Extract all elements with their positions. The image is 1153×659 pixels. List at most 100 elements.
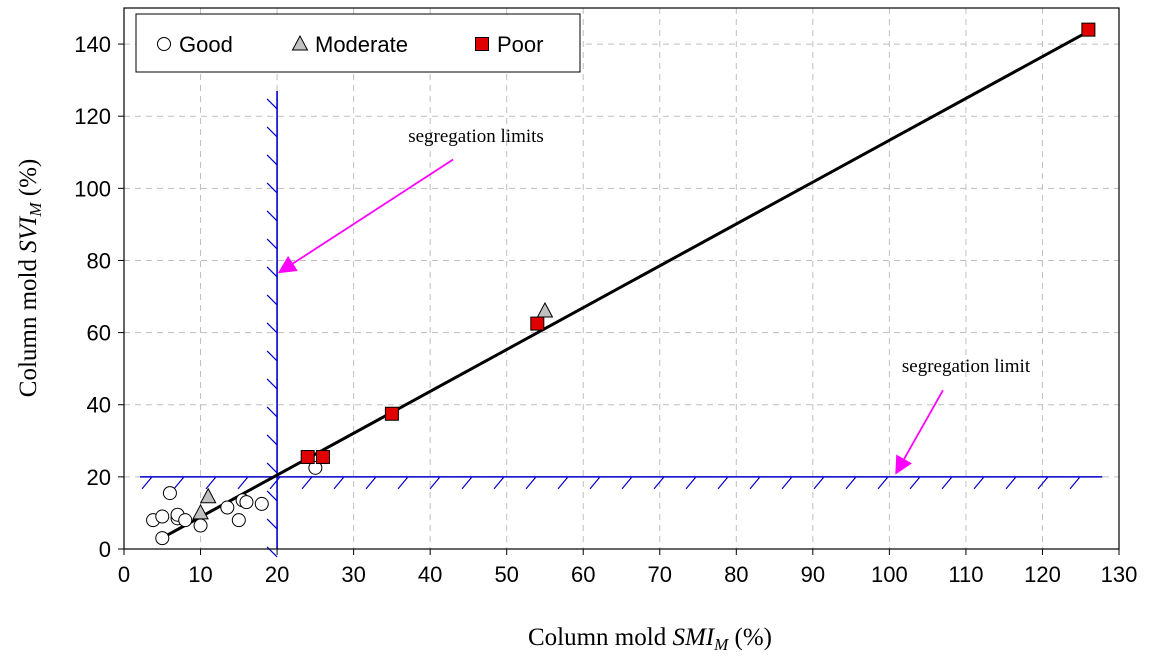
good-point bbox=[254, 496, 269, 511]
hatch-mark bbox=[1005, 476, 1017, 490]
hatch-mark bbox=[909, 476, 921, 490]
y-tick-label: 0 bbox=[99, 537, 111, 562]
hatch-mark bbox=[266, 238, 278, 250]
trendline bbox=[157, 30, 1090, 542]
hatch-mark bbox=[813, 476, 825, 490]
x-tick-label: 50 bbox=[494, 562, 518, 587]
hatch-mark bbox=[173, 476, 185, 490]
x-tick-label: 0 bbox=[118, 562, 130, 587]
good-point bbox=[178, 513, 193, 528]
hatch-mark bbox=[266, 154, 278, 166]
legend-marker-moderate bbox=[291, 34, 309, 51]
legend-marker-good bbox=[157, 37, 171, 51]
y-tick-label: 140 bbox=[74, 32, 111, 57]
x-tick-label: 60 bbox=[571, 562, 595, 587]
regression-line bbox=[157, 30, 1090, 542]
x-tick-label: 80 bbox=[724, 562, 748, 587]
hatch-mark bbox=[365, 476, 377, 490]
hatch-mark bbox=[621, 476, 633, 490]
good-point bbox=[162, 486, 177, 501]
grid-lines bbox=[124, 8, 1119, 549]
data-points bbox=[146, 22, 1096, 546]
hatch-mark bbox=[525, 476, 537, 490]
good-point bbox=[155, 509, 170, 524]
hatch-mark bbox=[266, 294, 278, 306]
annotations: segregation limits segregation limit bbox=[277, 126, 1031, 475]
hatch-mark bbox=[141, 476, 153, 490]
poor-point bbox=[316, 450, 330, 465]
legend-label-moderate: Moderate bbox=[315, 32, 408, 57]
hatch-mark bbox=[237, 476, 249, 490]
hatch-mark bbox=[266, 182, 278, 194]
hatch-mark bbox=[653, 476, 665, 490]
hatch-mark bbox=[397, 476, 409, 490]
hatch-mark bbox=[781, 476, 793, 490]
y-tick-label: 60 bbox=[87, 321, 111, 346]
hatch-mark bbox=[266, 350, 278, 362]
legend: Good Moderate Poor bbox=[135, 13, 581, 73]
hatch-mark bbox=[941, 476, 953, 490]
hatch-mark bbox=[266, 126, 278, 138]
good-point bbox=[239, 495, 254, 510]
hatch-mark bbox=[266, 210, 278, 222]
hatch-mark bbox=[266, 322, 278, 334]
annotation-arrow bbox=[895, 389, 944, 475]
moderate-point bbox=[199, 487, 217, 504]
x-tick-label: 130 bbox=[1101, 562, 1138, 587]
hatch-mark bbox=[493, 476, 505, 490]
x-tick-label: 100 bbox=[871, 562, 908, 587]
x-axis-title: Column mold SMIM (%) bbox=[528, 624, 772, 654]
hatch-mark bbox=[269, 476, 281, 490]
x-tick-label: 30 bbox=[341, 562, 365, 587]
hatch-mark bbox=[266, 406, 278, 418]
y-tick-label: 100 bbox=[74, 176, 111, 201]
annotation-arrow bbox=[277, 158, 454, 274]
hatch-mark bbox=[266, 434, 278, 446]
hatch-mark bbox=[266, 98, 278, 110]
hatch-mark bbox=[205, 476, 217, 490]
y-tick-label: 20 bbox=[87, 465, 111, 490]
segregation-limit-lines bbox=[140, 90, 1103, 558]
good-point bbox=[155, 531, 170, 546]
legend-box bbox=[135, 13, 581, 73]
good-point bbox=[308, 460, 323, 475]
good-point bbox=[193, 518, 208, 533]
hatch-mark bbox=[685, 476, 697, 490]
x-tick-label: 70 bbox=[648, 562, 672, 587]
hatch-mark bbox=[1037, 476, 1049, 490]
x-tick-label: 20 bbox=[265, 562, 289, 587]
hatch-mark bbox=[749, 476, 761, 490]
poor-point bbox=[530, 316, 545, 331]
hatch-mark bbox=[266, 518, 278, 530]
y-axis-title: Column mold SVIM (%) bbox=[15, 159, 45, 397]
poor-point bbox=[384, 406, 399, 421]
y-tick-label: 120 bbox=[74, 104, 111, 129]
legend-label-poor: Poor bbox=[497, 32, 543, 57]
hatch-mark bbox=[266, 378, 278, 390]
hatch-mark bbox=[301, 476, 313, 490]
y-tick-label: 80 bbox=[87, 248, 111, 273]
y-axis-ticks: 0 20 40 60 80 100 120 140 bbox=[74, 32, 124, 562]
annotation-label: segregation limit bbox=[902, 356, 1031, 377]
hatch-mark bbox=[333, 476, 345, 490]
x-tick-label: 40 bbox=[418, 562, 442, 587]
moderate-point bbox=[192, 503, 209, 520]
hatch-mark bbox=[266, 462, 278, 474]
good-point bbox=[220, 500, 235, 515]
poor-point bbox=[1081, 22, 1096, 37]
hatch-mark bbox=[266, 490, 278, 502]
legend-label-good: Good bbox=[179, 32, 233, 57]
annotation-label: segregation limits bbox=[408, 126, 544, 147]
hatch-mark bbox=[877, 476, 889, 490]
hatch-mark bbox=[461, 476, 473, 490]
hatch-mark bbox=[429, 476, 441, 490]
hatch-mark bbox=[717, 476, 729, 490]
legend-marker-poor bbox=[475, 37, 489, 51]
x-tick-label: 10 bbox=[188, 562, 212, 587]
good-point bbox=[231, 513, 246, 528]
hatch-mark bbox=[589, 476, 601, 490]
y-tick-label: 40 bbox=[87, 393, 111, 418]
x-axis-ticks: 0 10 20 30 40 50 60 70 80 90 100 110 120 130 bbox=[118, 549, 1137, 587]
plot-area-border bbox=[123, 7, 1120, 550]
